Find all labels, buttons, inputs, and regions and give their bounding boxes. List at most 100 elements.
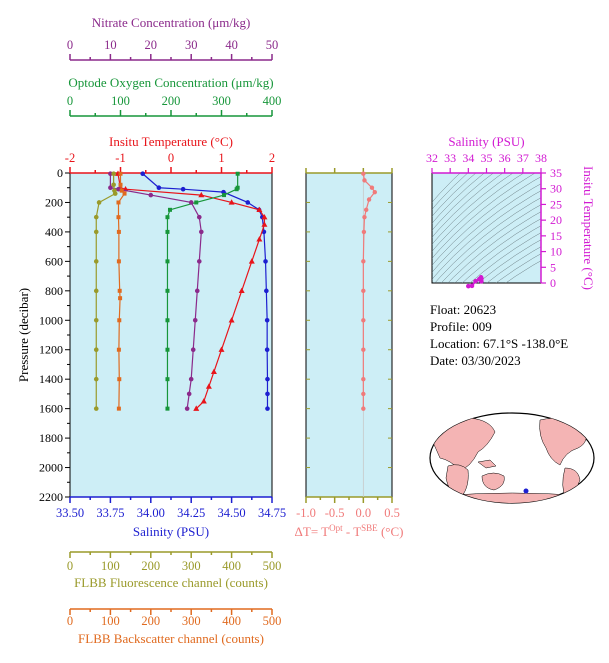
oxygen-tick-label: 400 [263, 94, 282, 108]
backscatter-tick-label: 100 [101, 614, 120, 628]
backscatter-tick-label: 0 [67, 614, 73, 628]
nitrate-point [108, 185, 113, 191]
fluorescence-point [93, 229, 99, 235]
delta-label-superscript: SBE [361, 523, 378, 533]
delta-tick-label: 0.0 [356, 506, 372, 520]
salinity-tick-label: 34.25 [177, 506, 205, 520]
fluorescence-point [93, 259, 99, 264]
backscatter-tick-label: 300 [182, 614, 201, 628]
oxygen-profile-line [166, 173, 239, 409]
backscatter-point [116, 259, 121, 264]
fluorescence-axis-label: FLBB Fluorescence channel (counts) [74, 575, 268, 590]
backscatter-point [116, 406, 121, 411]
fluorescence-point [93, 317, 99, 323]
nitrate-point [196, 259, 202, 264]
pressure-tick-label: 2000 [39, 461, 63, 475]
fluorescence-tick-label: 200 [141, 559, 160, 573]
fluorescence-point [111, 182, 116, 188]
backscatter-point [118, 296, 123, 301]
oxygen-point [222, 193, 227, 198]
salinity-point [265, 391, 270, 397]
delta-point [361, 259, 366, 264]
ts-temp-tick-label: 5 [550, 260, 556, 274]
temperature-axis-label: Insitu Temperature (°C) [109, 134, 233, 149]
fluorescence-point [93, 288, 99, 294]
pressure-tick-label: 0 [57, 166, 63, 180]
ts-contour-line [434, 197, 541, 283]
fluorescence-point [96, 200, 102, 205]
fluorescence-point [112, 191, 118, 196]
world-map-landmass [434, 492, 591, 503]
ts-salinity-axis-label: Salinity (PSU) [448, 134, 524, 149]
delta-point [372, 189, 377, 195]
oxygen-point [165, 318, 170, 323]
ts-point [469, 283, 475, 289]
delta-tick-label: 0.5 [384, 506, 400, 520]
salinity-point [265, 406, 270, 411]
oxygen-tick-label: 300 [212, 94, 231, 108]
ts-contour-line [432, 173, 485, 224]
temperature-point [210, 368, 217, 375]
ts-contour-line [432, 173, 469, 210]
salinity-tick-label: 33.50 [56, 506, 84, 520]
nitrate-tick-label: 0 [67, 38, 73, 52]
temperature-point [256, 206, 263, 213]
salinity-tick-label: 34.00 [137, 506, 165, 520]
salinity-axis-label: Salinity (PSU) [133, 524, 209, 539]
float-location-marker [523, 488, 529, 494]
ts-salinity-tick-label: 34 [462, 151, 474, 165]
temperature-point [261, 221, 268, 227]
ts-temp-tick-label: 30 [550, 182, 562, 196]
oxygen-point [194, 200, 199, 205]
nitrate-tick-label: 30 [185, 38, 198, 52]
salinity-tick-label: 33.75 [96, 506, 124, 520]
backscatter-tick-label: 400 [222, 614, 241, 628]
oxygen-point [235, 171, 240, 176]
nitrate-tick-label: 20 [145, 38, 158, 52]
ts-contour-line [432, 173, 477, 217]
pressure-tick-label: 200 [45, 195, 63, 209]
ts-contour-line [440, 204, 541, 283]
salinity-point [245, 200, 251, 205]
backscatter-point [118, 171, 123, 176]
backscatter-point [116, 347, 121, 352]
backscatter-point [116, 229, 121, 234]
temperature-point [228, 199, 235, 205]
nitrate-point [184, 406, 190, 411]
nitrate-tick-label: 10 [104, 38, 117, 52]
fluorescence-tick-label: 0 [67, 559, 73, 573]
ts-contour-line [432, 176, 541, 266]
nitrate-point [108, 171, 113, 177]
ts-plot-area [431, 172, 542, 284]
ts-salinity-tick-label: 37 [517, 151, 529, 165]
ts-point [479, 279, 484, 284]
ts-point [473, 278, 478, 284]
delta-point [361, 171, 366, 176]
delta-point [361, 347, 366, 352]
pressure-tick-label: 2200 [39, 490, 63, 504]
nitrate-tick-label: 50 [266, 38, 279, 52]
main-plot-area [69, 172, 273, 498]
salinity-point [180, 186, 186, 192]
delta-point [361, 391, 366, 397]
delta-point [361, 376, 366, 382]
ts-contour-line [495, 253, 541, 283]
backscatter-point [122, 191, 127, 196]
delta-axis-label: ΔT= TOpt - TSBE (°C) [295, 523, 404, 539]
pressure-tick-label: 1400 [39, 372, 63, 386]
temperature-point [200, 398, 207, 404]
backscatter-point [116, 200, 121, 205]
ts-temp-axis-label: Insitu Temperature (°C) [581, 166, 596, 290]
oxygen-point [165, 288, 170, 293]
ts-temp-tick-label: 20 [550, 213, 562, 227]
pressure-tick-label: 400 [45, 225, 63, 239]
temperature-tick-label: -1 [115, 151, 125, 165]
oxygen-point [165, 406, 170, 411]
backscatter-point [116, 215, 121, 220]
nitrate-point [186, 391, 192, 397]
ts-contour-line [432, 190, 541, 280]
salinity-point [140, 171, 146, 177]
oxygen-point [165, 229, 170, 234]
nitrate-tick-label: 40 [225, 38, 238, 52]
